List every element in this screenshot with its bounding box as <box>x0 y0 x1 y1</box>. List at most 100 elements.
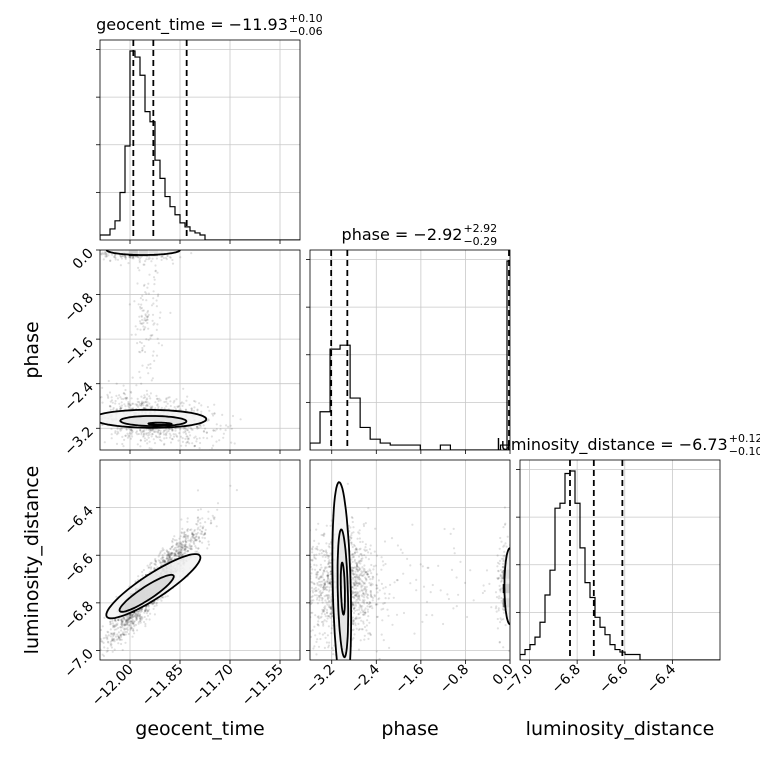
scatter-point <box>510 580 512 582</box>
scatter-point <box>322 588 325 591</box>
scatter-point <box>455 576 458 579</box>
scatter-point <box>495 596 499 599</box>
scatter-point <box>355 587 358 590</box>
scatter-point <box>175 434 178 437</box>
scatter-point <box>198 540 201 543</box>
scatter-point <box>371 575 374 578</box>
scatter-point <box>118 246 120 248</box>
scatter-point <box>353 611 356 615</box>
scatter-point <box>206 437 209 440</box>
scatter-point <box>204 533 207 536</box>
scatter-point <box>121 619 124 622</box>
scatter-point <box>353 551 357 554</box>
scatter-point <box>359 605 363 608</box>
scatter-point <box>139 609 142 612</box>
scatter-point <box>194 545 197 548</box>
scatter-point <box>195 539 198 542</box>
scatter-point <box>139 256 142 259</box>
scatter-point <box>311 629 314 632</box>
scatter-point <box>302 574 304 576</box>
scatter-point <box>193 444 197 447</box>
scatter-point <box>361 584 364 587</box>
scatter-point <box>132 613 135 617</box>
scatter-point <box>325 580 329 584</box>
scatter-point <box>349 535 352 538</box>
scatter-point <box>365 624 368 627</box>
scatter-point <box>310 599 313 602</box>
scatter-point <box>133 623 136 626</box>
scatter-point <box>329 571 332 574</box>
scatter-point <box>177 542 180 545</box>
scatter-point <box>198 528 201 532</box>
scatter-point <box>133 612 136 615</box>
scatter-point <box>320 620 323 624</box>
scatter-point <box>353 607 356 610</box>
scatter-point <box>90 407 92 409</box>
scatter-point <box>147 605 150 608</box>
scatter-point <box>358 603 361 606</box>
panel-phase-vs-luminosity_distance <box>302 460 512 660</box>
scatter-point <box>191 531 194 534</box>
scatter-point <box>155 604 158 607</box>
scatter-point <box>324 566 327 569</box>
scatter-point <box>163 560 166 563</box>
scatter-point <box>369 552 373 555</box>
scatter-point <box>119 429 122 432</box>
scatter-point <box>362 523 365 526</box>
scatter-point <box>122 245 124 247</box>
scatter-point <box>171 428 174 432</box>
scatter-point <box>307 582 309 584</box>
scatter-point <box>328 559 331 562</box>
scatter-point <box>352 623 355 626</box>
scatter-point <box>369 591 372 594</box>
scatter-point <box>102 641 105 645</box>
scatter-point <box>127 632 130 636</box>
scatter-point <box>355 590 358 594</box>
scatter-point <box>195 425 199 428</box>
scatter-point <box>136 246 138 248</box>
scatter-point <box>361 574 364 578</box>
scatter-point <box>120 642 123 646</box>
scatter-point <box>182 402 185 405</box>
scatter-point <box>177 404 181 408</box>
scatter-point <box>124 388 127 392</box>
scatter-point <box>118 408 122 411</box>
scatter-point <box>97 653 99 655</box>
scatter-point <box>324 588 327 591</box>
scatter-point <box>120 427 123 430</box>
scatter-point <box>199 532 202 535</box>
scatter-point <box>130 626 133 630</box>
scatter-point <box>157 399 160 403</box>
scatter-point <box>310 596 313 599</box>
scatter-point <box>504 522 507 525</box>
scatter-point <box>319 637 322 641</box>
scatter-point <box>152 323 155 326</box>
scatter-point <box>97 401 99 403</box>
scatter-point <box>135 616 138 620</box>
scatter-point <box>135 616 138 619</box>
ylabel-luminosity_distance: luminosity_distance <box>21 466 43 655</box>
scatter-point <box>125 428 128 431</box>
scatter-point <box>131 622 134 625</box>
scatter-point <box>392 596 395 599</box>
scatter-point <box>146 286 149 289</box>
scatter-point <box>201 541 204 544</box>
scatter-point <box>182 387 185 390</box>
scatter-point <box>356 595 359 598</box>
scatter-point <box>323 619 326 622</box>
scatter-point <box>107 379 110 383</box>
scatter-point <box>352 591 355 595</box>
scatter-point <box>115 394 118 397</box>
scatter-point <box>212 429 215 432</box>
scatter-point <box>188 442 191 445</box>
scatter-point <box>147 338 150 342</box>
scatter-point <box>148 431 151 434</box>
scatter-point <box>320 552 323 555</box>
scatter-point <box>369 605 372 608</box>
scatter-point <box>366 573 369 576</box>
scatter-point <box>130 620 133 623</box>
scatter-point <box>146 315 149 318</box>
scatter-point <box>307 590 309 592</box>
scatter-point <box>108 620 112 624</box>
scatter-point <box>119 254 122 257</box>
